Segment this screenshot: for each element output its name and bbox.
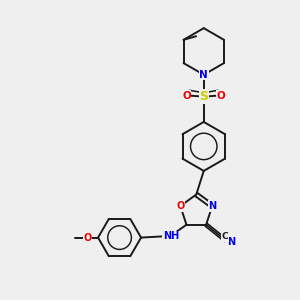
Text: N: N [208,201,216,211]
Text: O: O [83,232,92,243]
Text: C: C [222,232,228,241]
Text: NH: NH [163,231,179,241]
Text: O: O [217,91,225,101]
Text: N: N [200,70,208,80]
Text: N: N [227,237,235,247]
Text: O: O [182,91,191,101]
Text: S: S [199,90,208,103]
Text: O: O [176,201,184,211]
